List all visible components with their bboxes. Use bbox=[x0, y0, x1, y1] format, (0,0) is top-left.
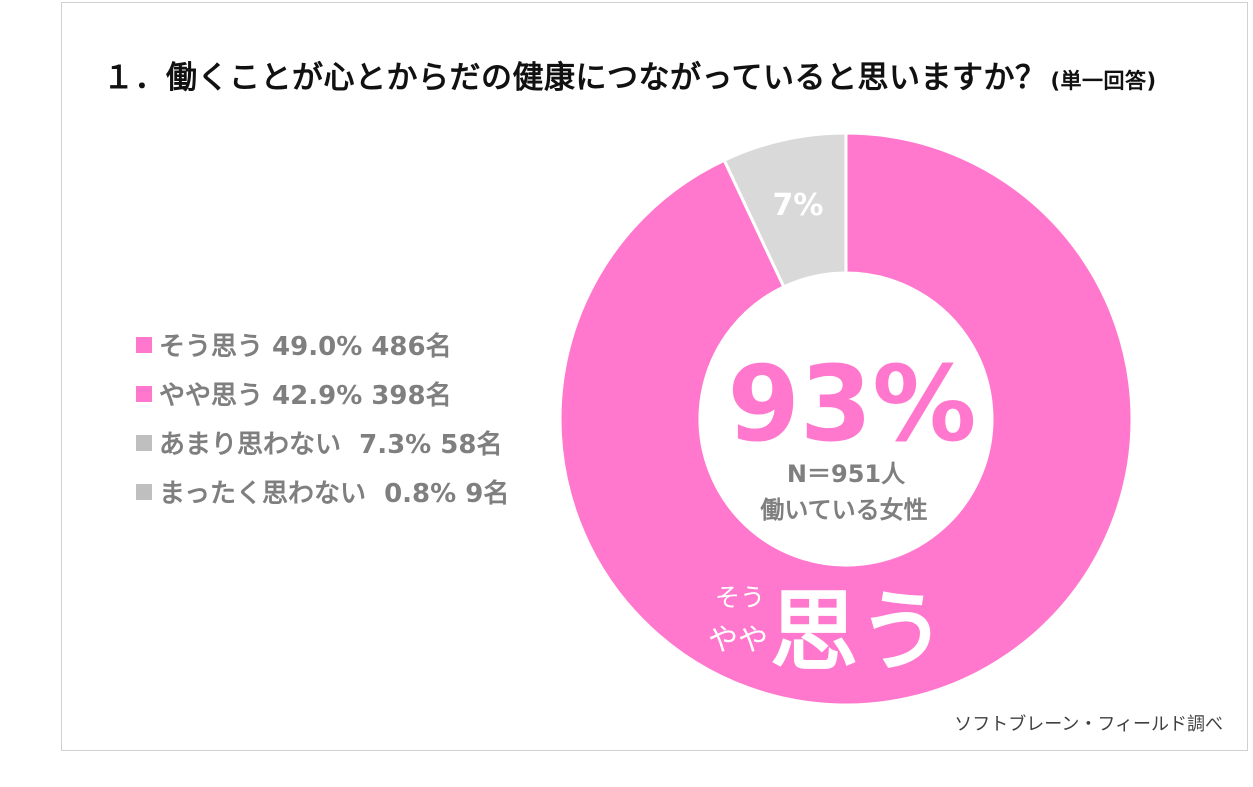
legend-swatch bbox=[136, 483, 152, 500]
center-percent: 93% bbox=[728, 343, 977, 465]
donut-slice-negative bbox=[722, 131, 848, 289]
chart-title: １．働くことが心とからだの健康につながっていると思いますか？ (単一回答) bbox=[103, 52, 1157, 97]
legend-label: そう思う 49.0% 486名 bbox=[159, 332, 452, 362]
legend-item-sou-omou: そう思う 49.0% 486名 bbox=[136, 320, 509, 369]
gray-slice-label: 7% bbox=[773, 188, 824, 223]
legend-swatch bbox=[136, 434, 152, 451]
source-note: ソフトブレーン・フィールド調べ bbox=[954, 714, 1223, 735]
legend-item-amari-omowanai: あまり思わない 7.3% 58名 bbox=[136, 418, 509, 467]
legend-label: やや思う 42.9% 398名 bbox=[159, 381, 452, 411]
donut-slices bbox=[558, 131, 1134, 707]
legend-item-yaya-omou: やや思う 42.9% 398名 bbox=[136, 369, 509, 418]
ring-small-label-yaya: やや bbox=[708, 623, 768, 658]
title-note: (単一回答) bbox=[1050, 69, 1157, 93]
legend-item-mattaku-omowanai: まったく思わない 0.8% 9名 bbox=[136, 467, 509, 516]
ring-small-label-sou: そう bbox=[715, 583, 765, 612]
center-n: N＝951人 bbox=[787, 460, 905, 488]
donut-slice-positive bbox=[558, 131, 1134, 707]
legend-label: あまり思わない 7.3% 58名 bbox=[159, 430, 503, 460]
legend-swatch bbox=[136, 385, 152, 402]
legend-label: まったく思わない 0.8% 9名 bbox=[159, 479, 510, 509]
center-group: 働いている女性 bbox=[759, 496, 927, 524]
title-text: １．働くことが心とからだの健康につながっていると思いますか？ bbox=[103, 60, 1047, 96]
ring-big-label-omou: 思う bbox=[770, 580, 946, 683]
legend: そう思う 49.0% 486名 やや思う 42.9% 398名 あまり思わない … bbox=[136, 320, 509, 516]
legend-swatch bbox=[136, 336, 152, 353]
